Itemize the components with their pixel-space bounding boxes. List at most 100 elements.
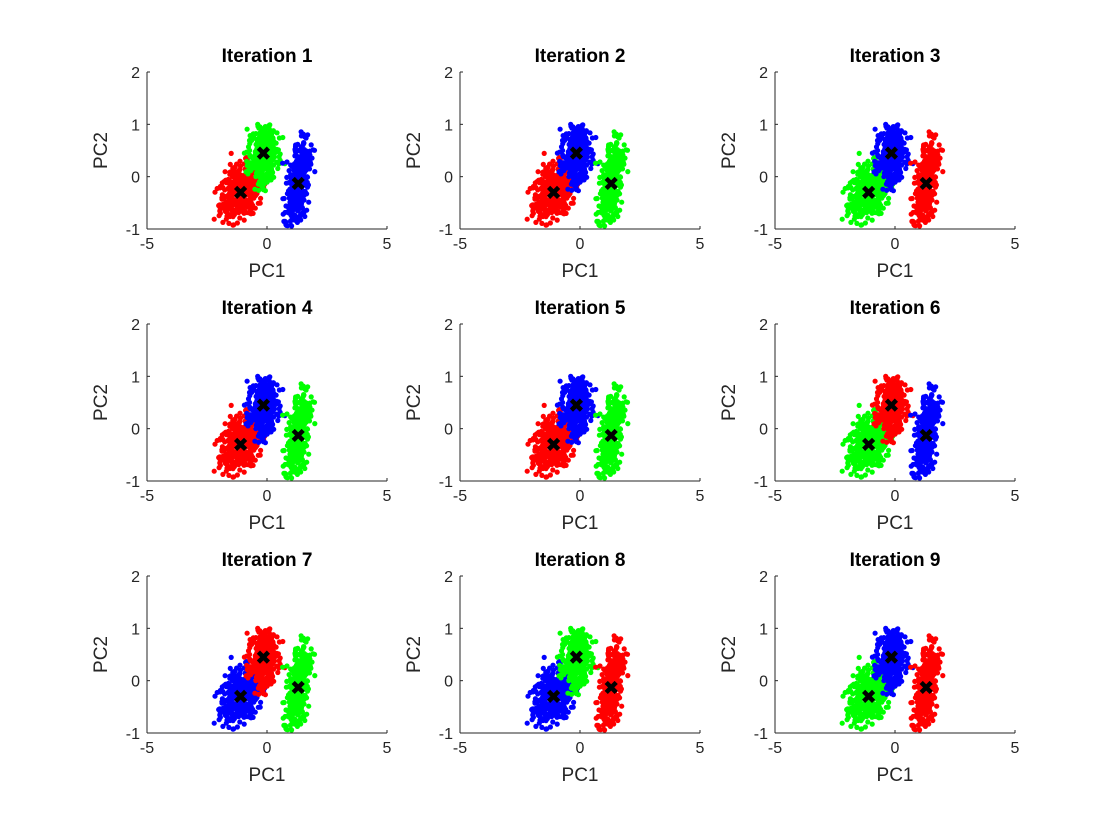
- data-point: [608, 165, 614, 171]
- data-point: [617, 174, 624, 180]
- data-point: [235, 206, 241, 212]
- data-point: [927, 167, 934, 173]
- data-point: [594, 218, 600, 224]
- data-point: [598, 188, 605, 194]
- data-point: [285, 188, 292, 194]
- data-point: [254, 423, 260, 430]
- data-point: [934, 166, 941, 172]
- data-point: [614, 153, 620, 159]
- data-point: [936, 142, 942, 148]
- data-point: [227, 199, 234, 206]
- data-point: [284, 159, 290, 165]
- data-point: [845, 183, 852, 190]
- cluster-right-points: [280, 381, 318, 481]
- data-point: [297, 408, 303, 414]
- data-point: [277, 151, 283, 157]
- data-point: [858, 214, 864, 220]
- data-point: [301, 392, 307, 398]
- data-point: [840, 189, 846, 195]
- data-point: [612, 192, 618, 198]
- data-point: [244, 126, 250, 132]
- data-point: [619, 157, 626, 163]
- data-point: [295, 393, 301, 399]
- data-point: [571, 195, 577, 201]
- data-point: [878, 131, 884, 137]
- data-point: [285, 475, 291, 481]
- data-point: [257, 389, 263, 395]
- data-point: [257, 159, 263, 165]
- data-point: [228, 150, 234, 156]
- data-point: [302, 213, 308, 220]
- data-point: [933, 132, 939, 138]
- cluster-points: [211, 121, 318, 229]
- data-point: [250, 457, 256, 463]
- data-point: [244, 158, 250, 164]
- data-point: [254, 171, 260, 178]
- data-point: [913, 223, 919, 229]
- data-point: [249, 137, 255, 143]
- x-axis-label: PC1: [249, 261, 286, 282]
- data-point: [285, 440, 292, 446]
- y-axis-label: PC2: [404, 132, 425, 169]
- data-point: [898, 135, 904, 141]
- data-point: [877, 137, 883, 143]
- data-point: [872, 158, 878, 164]
- y-tick-label: -1: [126, 474, 140, 491]
- data-point: [537, 213, 543, 219]
- data-point: [589, 135, 596, 141]
- data-point: [563, 131, 569, 137]
- data-point: [922, 219, 929, 225]
- y-tick-label: 2: [131, 317, 140, 334]
- data-point: [300, 383, 306, 389]
- data-point: [850, 169, 856, 175]
- data-point: [244, 410, 250, 416]
- data-point: [253, 141, 259, 148]
- data-point: [224, 213, 230, 219]
- data-point: [878, 205, 884, 211]
- data-point: [299, 167, 305, 173]
- data-point: [912, 159, 918, 165]
- data-point: [254, 150, 260, 157]
- data-point: [212, 441, 218, 447]
- y-axis-label: PC2: [719, 132, 740, 169]
- data-point: [249, 407, 255, 413]
- data-point: [281, 447, 287, 454]
- data-point: [293, 149, 299, 156]
- data-point: [237, 158, 243, 164]
- data-point: [259, 179, 265, 185]
- data-point: [881, 141, 887, 148]
- data-point: [270, 387, 276, 393]
- data-point: [535, 187, 541, 193]
- data-point: [917, 199, 923, 206]
- data-point: [856, 186, 863, 192]
- data-point: [228, 438, 234, 444]
- y-tick-label: 1: [131, 117, 140, 134]
- data-point: [244, 378, 250, 384]
- data-point: [568, 200, 574, 206]
- data-point: [221, 431, 227, 437]
- data-point: [311, 399, 318, 405]
- data-point: [544, 222, 550, 228]
- data-point: [241, 150, 247, 156]
- data-point: [544, 173, 551, 179]
- data-point: [264, 171, 270, 177]
- x-tick-label: -5: [768, 236, 782, 253]
- data-point: [535, 421, 541, 427]
- data-point: [534, 193, 540, 199]
- subplot-title: Iteration 2: [535, 46, 626, 67]
- data-point: [275, 147, 281, 153]
- data-point: [250, 131, 256, 137]
- data-point: [269, 173, 275, 179]
- data-point: [276, 135, 282, 141]
- data-point: [270, 135, 276, 141]
- data-point: [608, 199, 614, 205]
- data-point: [913, 188, 920, 194]
- data-point: [211, 216, 217, 222]
- data-point: [231, 222, 237, 228]
- data-point: [856, 150, 862, 156]
- data-point: [850, 187, 856, 193]
- cluster-right-points: [908, 129, 946, 229]
